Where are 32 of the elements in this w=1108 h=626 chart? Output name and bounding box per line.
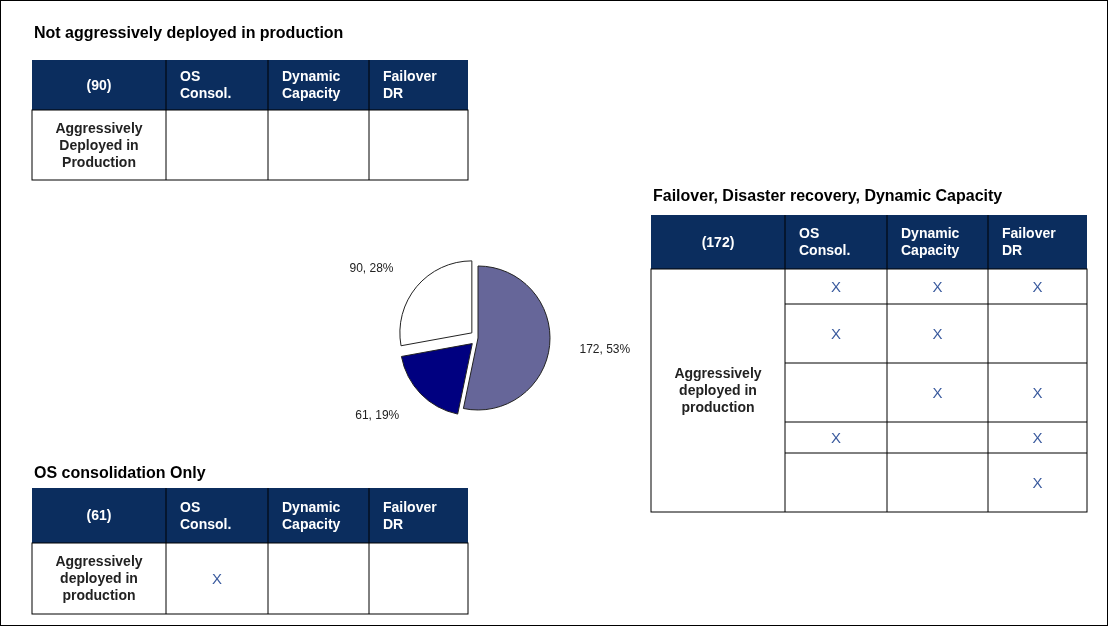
text: X bbox=[1032, 428, 1043, 446]
category-label: (90) bbox=[86, 76, 112, 93]
category-label: Failover DR bbox=[383, 68, 438, 102]
text: X bbox=[932, 277, 943, 295]
text: OS consolidation Only bbox=[34, 464, 206, 481]
category-label: (172) bbox=[701, 233, 735, 250]
category-label: Aggressively deployed in production bbox=[55, 553, 143, 604]
category-label: Aggressively Deployed in Production bbox=[55, 119, 143, 170]
text: Not aggressively deployed in production bbox=[34, 24, 344, 41]
text: X bbox=[1032, 473, 1043, 491]
data-label: 61, 19% bbox=[355, 408, 400, 423]
category-label: OS Consol. bbox=[180, 498, 232, 532]
category-label: OS Consol. bbox=[180, 68, 232, 102]
category-label: Failover DR bbox=[383, 498, 438, 532]
category-label: Dynamic Capacity bbox=[282, 498, 341, 532]
text: X bbox=[932, 324, 943, 342]
text: X bbox=[830, 428, 842, 446]
text: X bbox=[211, 569, 223, 587]
category-label: Failover DR bbox=[1002, 225, 1057, 259]
data-label: 172, 53% bbox=[579, 341, 631, 356]
category-label: Dynamic Capacity bbox=[282, 68, 341, 102]
category-label: OS Consol. bbox=[799, 225, 851, 259]
text: X bbox=[932, 383, 943, 401]
text: X bbox=[1032, 277, 1043, 295]
category-label: Dynamic Capacity bbox=[901, 225, 960, 259]
data-label: 90, 28% bbox=[349, 260, 394, 275]
text: X bbox=[1032, 383, 1043, 401]
text: Failover, Disaster recovery, Dynamic Capacity bbox=[653, 187, 1003, 204]
text: X bbox=[830, 277, 842, 295]
text: X bbox=[830, 324, 842, 342]
category-label: Aggressively deployed in production bbox=[674, 365, 762, 416]
category-label: (61) bbox=[86, 507, 112, 524]
